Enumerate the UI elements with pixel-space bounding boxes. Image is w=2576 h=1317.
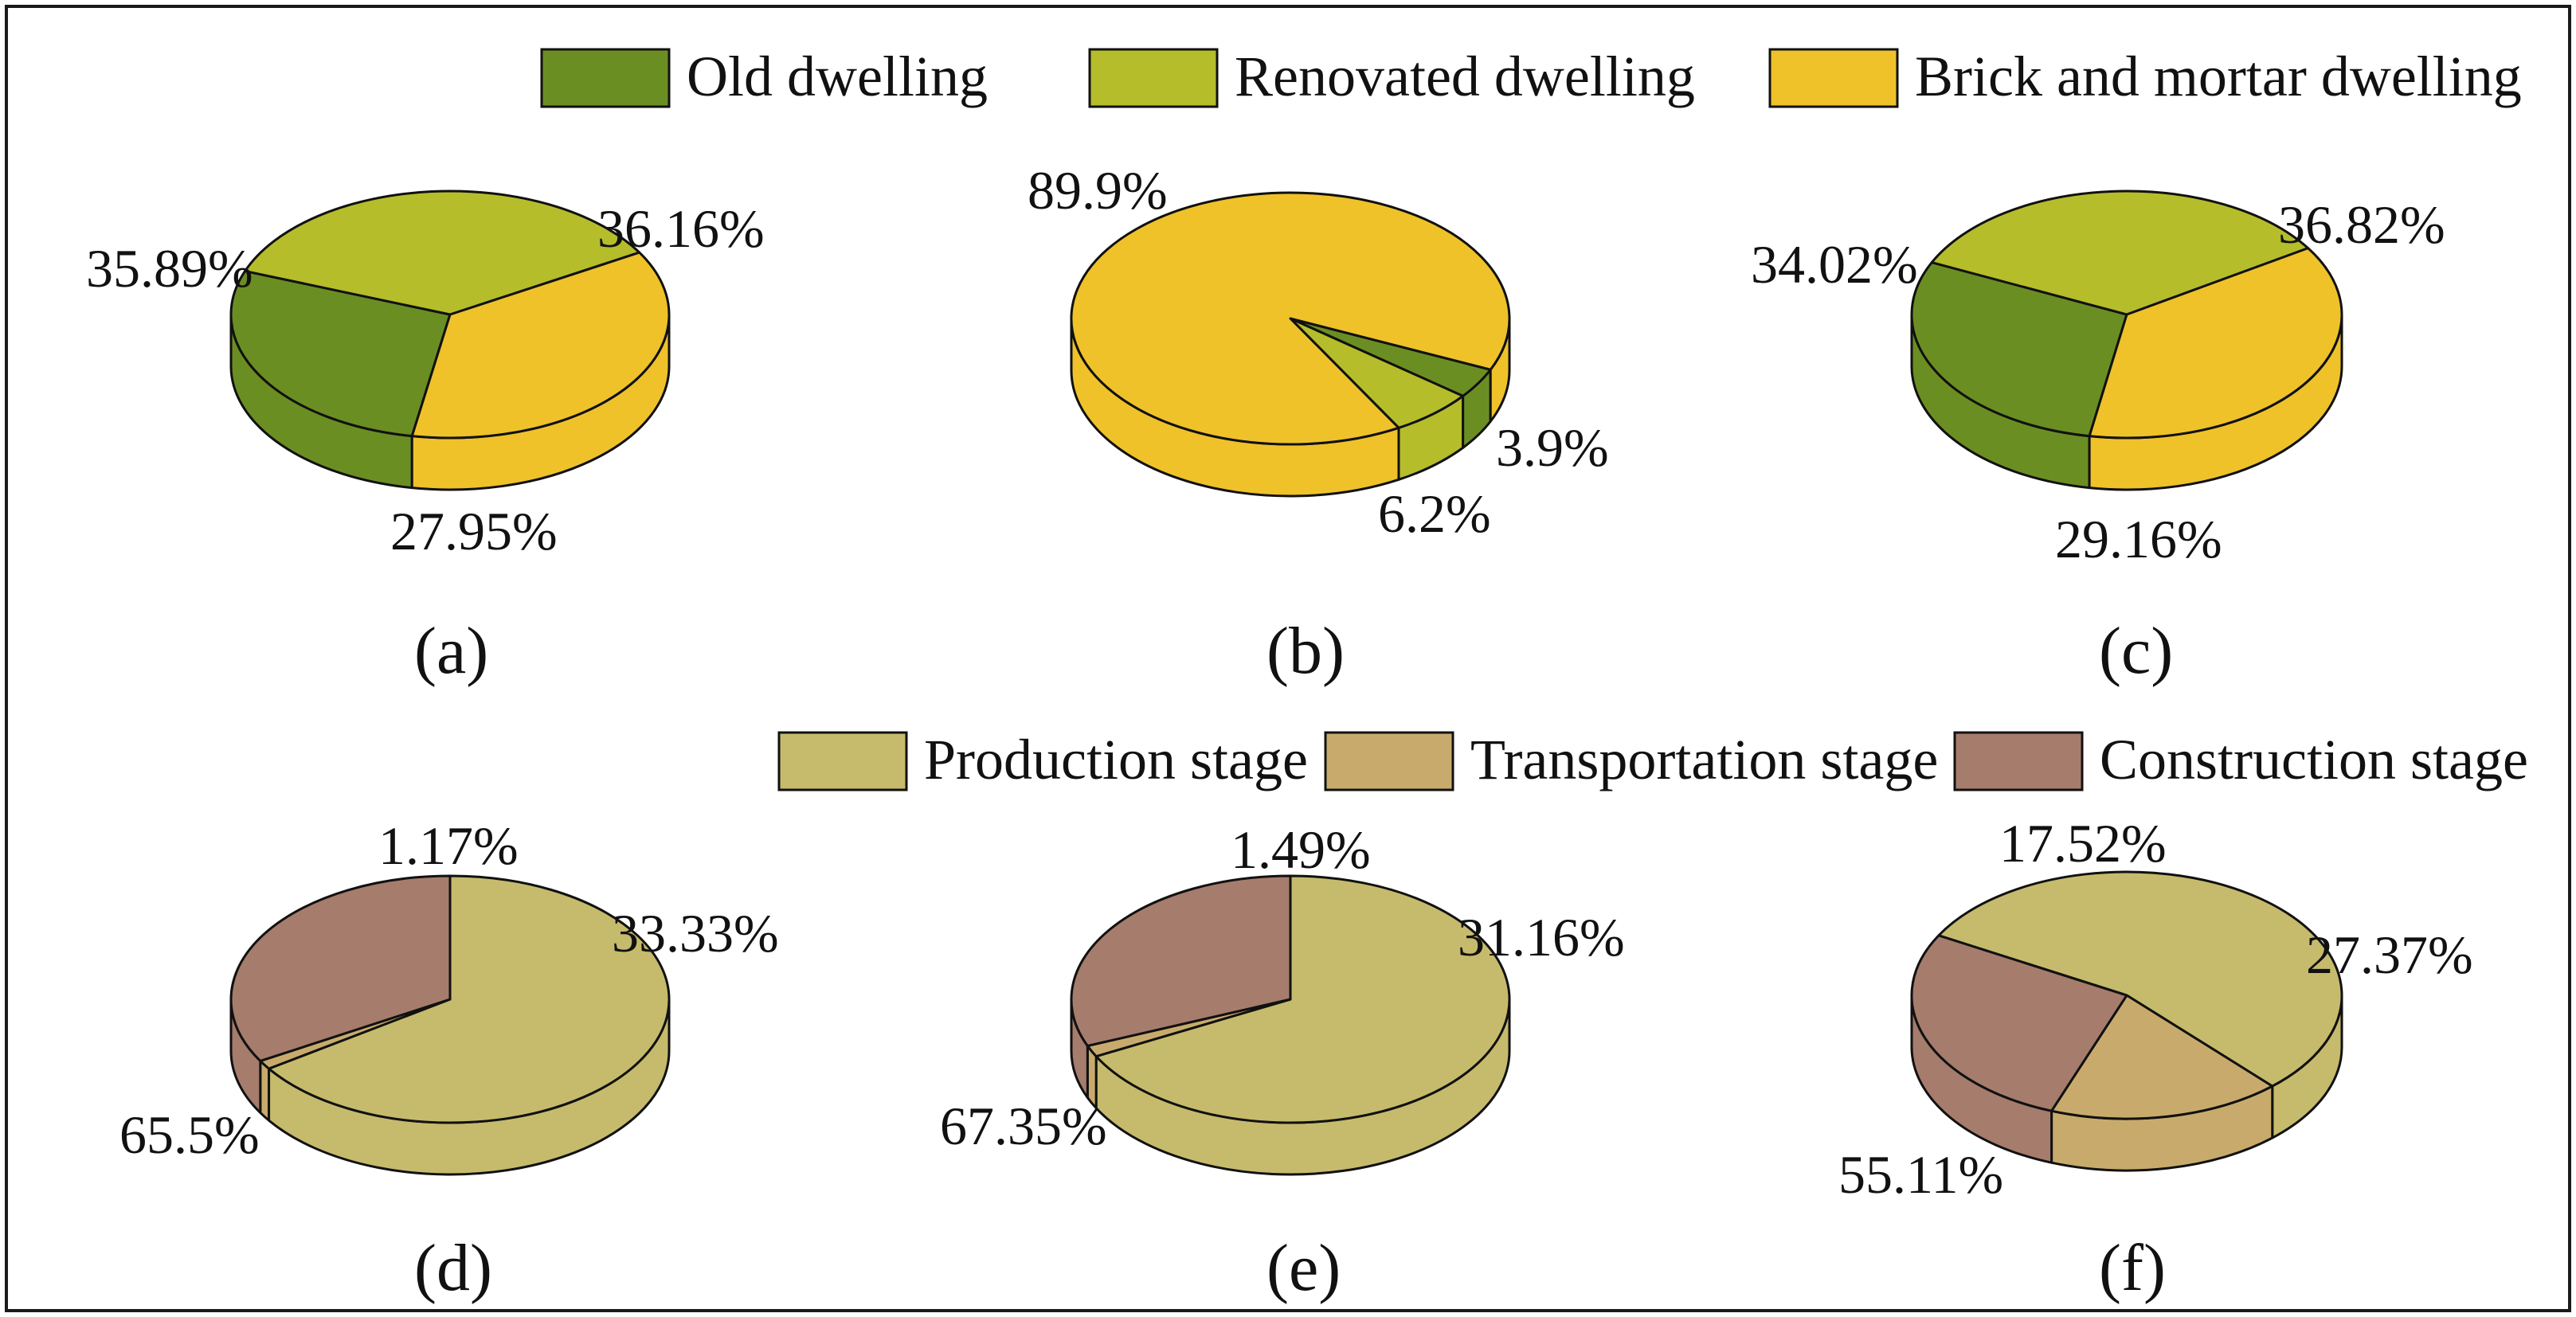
data-label: 31.16% xyxy=(1458,907,1625,967)
pie-top-face xyxy=(229,874,671,1124)
pie-chart-c: 29.16% 34.02% 36.82% (c) xyxy=(1751,190,2445,688)
panel-label: (c) xyxy=(2099,614,2173,688)
pie-slice-production-stage xyxy=(1094,874,1511,1124)
legend-label: Construction stage xyxy=(2100,728,2528,791)
legend-label: Old dwelling xyxy=(687,45,988,108)
pies-layer: 27.95% 35.89% 36.16% (a) 3.9%6.2% 89.9% (b) 29.… xyxy=(86,160,2473,1305)
pie-slice-production-stage xyxy=(268,874,671,1124)
data-label: 6.2% xyxy=(1378,483,1491,544)
legend-label: Brick and mortar dwelling xyxy=(1915,45,2522,108)
pie-slice-brick-and-mortar-dwelling xyxy=(410,251,671,440)
legend-swatch xyxy=(1088,48,1219,108)
legend-swatch xyxy=(540,48,671,108)
pie-slice-old-dwelling xyxy=(229,269,452,438)
legend-stage: Production stage Transportation stage Cons… xyxy=(777,728,2528,791)
pie-top-face xyxy=(229,190,671,440)
data-label: 65.5% xyxy=(119,1104,260,1165)
pie-slice-construction-stage xyxy=(229,874,452,1062)
pie-slice-brick-and-mortar-dwelling xyxy=(1070,191,1511,446)
panel-label: (f) xyxy=(2099,1231,2166,1305)
pie-top-face xyxy=(1070,191,1511,446)
data-label: 27.95% xyxy=(390,501,558,561)
panel-label: (a) xyxy=(414,614,488,688)
data-label: 29.16% xyxy=(2055,509,2222,569)
data-label: 3.9% xyxy=(1496,417,1609,478)
pie-chart-b: 3.9%6.2% 89.9% (b) xyxy=(1028,160,1609,688)
pie-slice-brick-and-mortar-dwelling xyxy=(2088,247,2343,440)
legend-swatch xyxy=(1324,731,1454,791)
pie-slice-old-dwelling xyxy=(1910,261,2128,438)
legend-swatch xyxy=(1953,731,2084,791)
pie-side-transportation-stage xyxy=(259,1059,271,1122)
pie-top-face xyxy=(1910,190,2343,440)
legend-label: Transportation stage xyxy=(1470,728,1938,791)
pie-slice-renovated-dwelling xyxy=(1930,190,2310,316)
legend-layer: Old dwelling Renovated dwelling Brick and … xyxy=(540,45,2528,791)
data-label: 55.11% xyxy=(1838,1144,2003,1205)
legend-swatch xyxy=(1768,48,1899,108)
pie-chart-a: 27.95% 35.89% 36.16% (a) xyxy=(86,190,765,688)
data-label: 34.02% xyxy=(1751,234,1918,295)
legend-dwelling: Old dwelling Renovated dwelling Brick and … xyxy=(540,45,2522,108)
pie-slice-construction-stage xyxy=(1910,934,2128,1112)
data-label: 1.17% xyxy=(378,815,519,876)
pie-chart-e: 67.35% 1.49% 31.16% (e) xyxy=(940,819,1625,1305)
pie-slice-construction-stage xyxy=(1070,874,1292,1048)
pie-chart-f: 55.11% 17.52% 27.37% (f) xyxy=(1838,813,2473,1305)
legend-label: Production stage xyxy=(924,728,1308,791)
data-label: 67.35% xyxy=(940,1096,1107,1156)
legend-label: Renovated dwelling xyxy=(1235,45,1695,108)
data-label: 27.37% xyxy=(2306,924,2473,985)
data-label: 36.82% xyxy=(2278,194,2445,255)
pie-slice-production-stage xyxy=(1937,870,2343,1088)
panel-label: (e) xyxy=(1266,1231,1341,1305)
data-label: 35.89% xyxy=(86,238,253,299)
panel-label: (d) xyxy=(414,1231,492,1305)
data-label: 89.9% xyxy=(1028,160,1168,221)
data-label: 17.52% xyxy=(1999,813,2167,873)
pie-chart-d: 65.5% 1.17% 33.33% (d) xyxy=(119,815,779,1305)
pie-top-face xyxy=(1910,870,2343,1120)
data-label: 36.16% xyxy=(597,198,765,259)
legend-swatch xyxy=(777,731,908,791)
pie-top-face xyxy=(1070,874,1511,1124)
data-label: 1.49% xyxy=(1231,819,1371,880)
data-label: 33.33% xyxy=(612,903,779,963)
panel-label: (b) xyxy=(1266,614,1345,688)
